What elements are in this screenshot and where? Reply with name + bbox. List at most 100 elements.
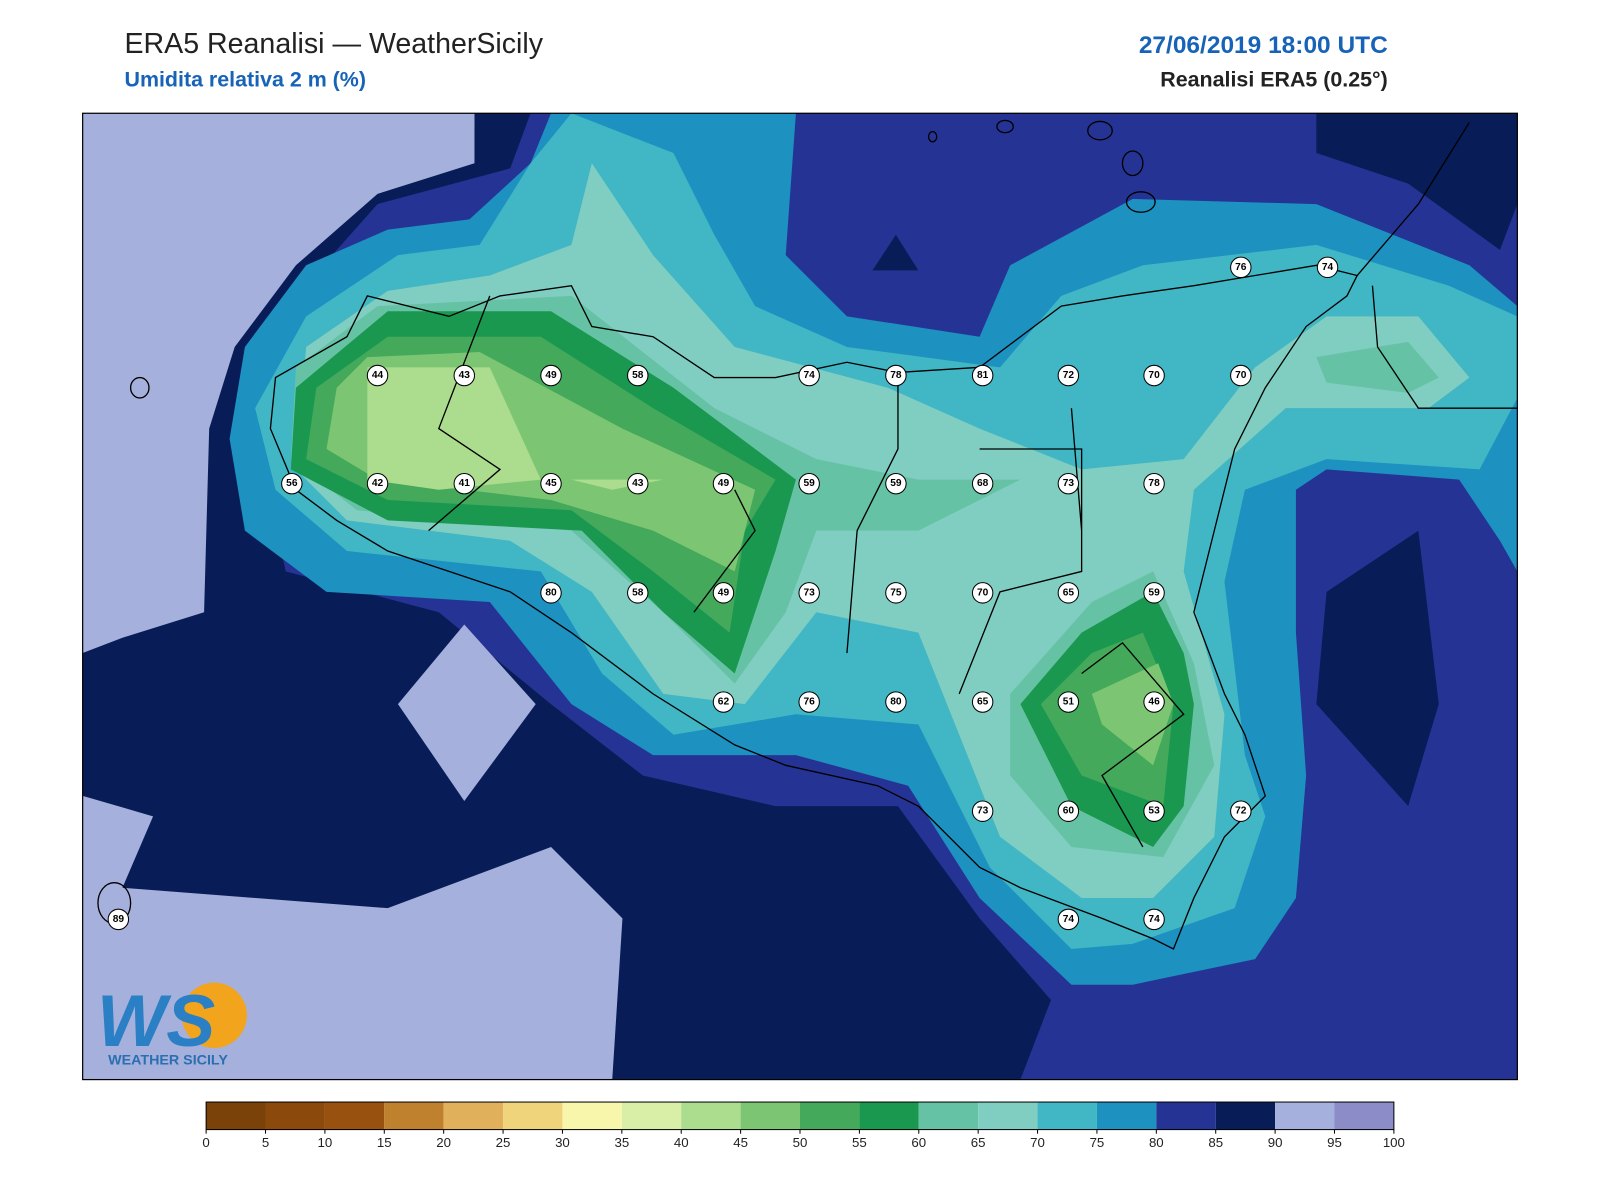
colorbar-tick-label: 85 (1208, 1135, 1223, 1150)
station-marker (107, 908, 130, 931)
title: ERA5 Reanalisi — WeatherSicily (124, 28, 543, 60)
colorbar-swatch (265, 1102, 325, 1130)
station: 80 (885, 691, 907, 713)
colorbar-tick-label: 90 (1268, 1135, 1283, 1150)
station-marker (1143, 472, 1165, 495)
station-marker (1057, 691, 1080, 713)
station-marker (1316, 256, 1339, 279)
station-value: 49 (718, 478, 730, 489)
station: 42 (366, 472, 389, 495)
station-value: 81 (977, 370, 989, 381)
station-marker (712, 691, 735, 713)
colorbar-swatch (740, 1102, 800, 1130)
colorbar-tick-label: 55 (852, 1135, 867, 1150)
station-value: 53 (1148, 806, 1160, 817)
logo-text: WEATHER SICILY (108, 1052, 228, 1068)
station: 44 (366, 364, 389, 387)
station-marker (1057, 364, 1080, 387)
station: 56 (281, 472, 303, 495)
station-value: 80 (890, 697, 902, 708)
station-value: 73 (1063, 478, 1075, 489)
station: 65 (1057, 582, 1080, 604)
colorbar-swatch (324, 1102, 385, 1130)
station-value: 70 (1235, 370, 1247, 381)
station: 68 (971, 472, 994, 495)
station: 74 (1057, 908, 1080, 931)
station-value: 78 (1148, 478, 1160, 489)
station-marker (712, 472, 735, 495)
colorbar-swatch (1215, 1102, 1276, 1130)
station-marker (1057, 582, 1080, 604)
station: 59 (1143, 582, 1165, 604)
station-marker (798, 691, 820, 713)
station-value: 59 (804, 478, 816, 489)
station-value: 60 (1063, 806, 1075, 817)
station-value: 43 (632, 478, 644, 489)
colorbar-swatch (206, 1102, 266, 1130)
subtitle: Umidita relativa 2 m (%) (124, 68, 366, 92)
stations: 44 43 49 58 74 78 81 72 70 70 76 74 56 42 41 45 43 49 59 59… (107, 256, 1339, 931)
station-value: 68 (977, 478, 989, 489)
station-value: 65 (977, 697, 989, 708)
station-value: 70 (977, 587, 989, 598)
station-value: 51 (1063, 697, 1075, 708)
station-marker (366, 472, 389, 495)
station-marker (540, 364, 562, 387)
station: 59 (885, 472, 907, 495)
station-value: 73 (804, 587, 816, 598)
station-value: 72 (1235, 806, 1247, 817)
colorbar-swatch (621, 1102, 682, 1130)
station-value: 43 (459, 370, 471, 381)
station: 43 (453, 364, 475, 387)
station: 58 (627, 364, 649, 387)
station: 70 (1230, 364, 1252, 387)
station: 49 (540, 364, 562, 387)
colorbar-swatch (800, 1102, 860, 1130)
station: 76 (1230, 256, 1252, 279)
colorbar-swatch (978, 1102, 1038, 1130)
station: 43 (627, 472, 649, 495)
colorbar-tick-label: 15 (377, 1135, 392, 1150)
colorbar-tick-label: 70 (1030, 1135, 1045, 1150)
colorbar-swatch (681, 1102, 741, 1130)
station-marker (1143, 691, 1165, 713)
colorbar: 0 5 10 15 20 25 30 35 40 45 50 55 60 65 70 75 80 85 90 95 10… (202, 1101, 1405, 1150)
station-marker (1143, 908, 1165, 931)
colorbar-swatch (384, 1102, 444, 1130)
colorbar-swatch (1275, 1102, 1335, 1130)
colorbar-tick-label: 10 (318, 1135, 333, 1150)
station: 62 (712, 691, 735, 713)
station-value: 74 (804, 370, 816, 381)
station: 73 (1057, 472, 1080, 495)
station-marker (540, 582, 562, 604)
station: 49 (712, 472, 735, 495)
colorbar-swatch (443, 1102, 504, 1130)
station: 70 (971, 582, 994, 604)
station-value: 74 (1063, 914, 1075, 925)
station-marker (885, 472, 907, 495)
station: 59 (798, 472, 820, 495)
logo: WS WEATHER SICILY (97, 979, 247, 1068)
station: 60 (1057, 800, 1080, 822)
station-marker (971, 472, 994, 495)
station-value: 72 (1063, 370, 1075, 381)
station-value: 46 (1148, 697, 1160, 708)
station-marker (453, 472, 475, 495)
station-marker (971, 800, 994, 822)
colorbar-swatch (1096, 1102, 1157, 1130)
station-value: 70 (1148, 370, 1160, 381)
colorbar-tick-label: 30 (555, 1135, 570, 1150)
station: 51 (1057, 691, 1080, 713)
station: 80 (540, 582, 562, 604)
station: 78 (885, 364, 907, 387)
station: 53 (1143, 800, 1165, 822)
colorbar-swatch (859, 1102, 919, 1130)
station-value: 73 (977, 806, 989, 817)
station-value: 44 (372, 370, 384, 381)
colorbar-tick-label: 50 (793, 1135, 808, 1150)
station-marker (1143, 582, 1165, 604)
colorbar-tick-label: 35 (614, 1135, 629, 1150)
colorbar-tick-label: 5 (262, 1135, 269, 1150)
colorbar-tick-label: 75 (1090, 1135, 1105, 1150)
